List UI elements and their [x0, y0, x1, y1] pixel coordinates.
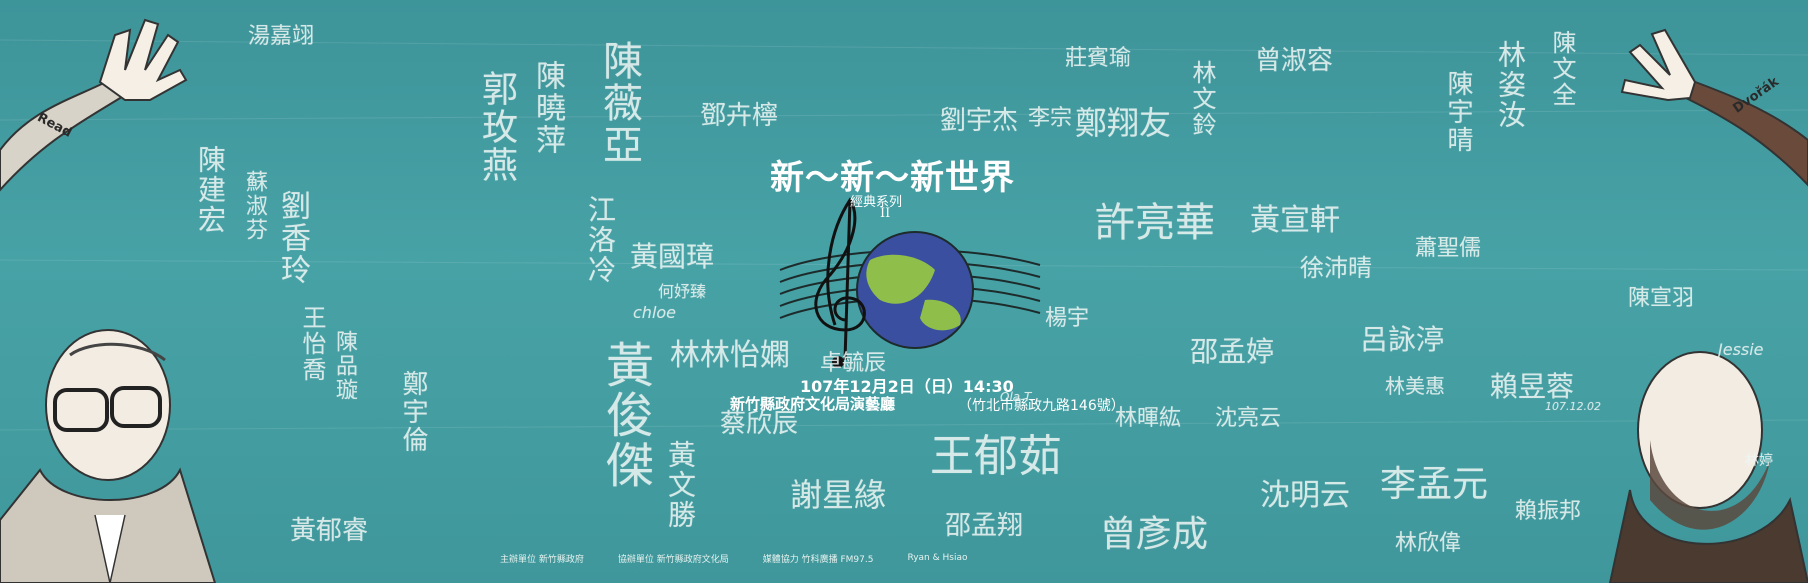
signature: 鄭宇倫 — [398, 370, 428, 454]
signature: 李孟元 — [1380, 464, 1489, 505]
signature: 許亮華 — [1095, 200, 1215, 246]
signature: 林美惠 — [1385, 374, 1445, 398]
signature: 呂詠渟 — [1360, 323, 1445, 356]
signature: 蔡欣辰 — [720, 409, 799, 439]
signature: 黃俊傑 — [597, 340, 653, 490]
concert-address: （竹北市縣政九路146號） — [958, 398, 1125, 414]
signature: 陳建宏 — [194, 145, 227, 235]
signature: 謝星緣 — [790, 476, 887, 514]
footer-credit: 主辦單位 新竹縣政府 — [500, 554, 584, 565]
footer-credit: 媒體協力 竹科廣播 FM97.5 — [762, 554, 874, 565]
signature: 林姿汝 — [1494, 40, 1527, 130]
concert-venue: 新竹縣政府文化局演藝廳 — [730, 395, 896, 413]
footer-credit: 協辦單位 新竹縣政府文化局 — [617, 554, 729, 565]
signature: 林林怡嫻 — [670, 338, 790, 373]
signature: 王怡喬 — [298, 305, 326, 383]
signature: 黃國璋 — [630, 240, 715, 273]
signature: 陳薇亞 — [596, 40, 642, 166]
signature: 107.12.02 — [1545, 400, 1601, 413]
signature: 劉宇杰 — [940, 106, 1019, 136]
signature: 郭玫燕 — [476, 70, 517, 184]
signature: 鄭翔友 — [1075, 104, 1172, 142]
signature: 莊賓瑜 — [1065, 46, 1132, 71]
right-conductor-illustration — [1608, 28, 1808, 583]
signature: 沈明云 — [1260, 478, 1350, 513]
signature: 蘇淑芬 — [242, 170, 267, 242]
signature: 黃宣軒 — [1250, 203, 1340, 238]
signature: 曾淑容 — [1255, 46, 1334, 76]
signature: 賴振邦 — [1515, 499, 1582, 524]
signature: 陳文全 — [1548, 30, 1576, 108]
signature: 曾彥成 — [1100, 514, 1209, 555]
globe-clef-logo — [779, 197, 1041, 368]
signature: 邵孟翔 — [945, 511, 1024, 541]
signature: 劉香玲 — [275, 190, 310, 286]
signature: 邵孟婷 — [1190, 335, 1275, 368]
signature: 李宗 — [1028, 106, 1073, 131]
signature: 林文鈴 — [1188, 60, 1216, 138]
signature: 陳曉萍 — [530, 60, 565, 156]
concert-series: 經典系列 — [850, 195, 903, 210]
concert-title: 新～新～新世界 — [770, 158, 1015, 198]
signature: 林欣偉 — [1395, 531, 1462, 556]
signature: 賴昱蓉 — [1490, 370, 1575, 403]
signature: 黃文勝 — [664, 440, 697, 530]
signature: Ola T. — [1000, 390, 1034, 404]
signature: 陳品璇 — [332, 330, 357, 402]
signature: 陳宣羽 — [1628, 286, 1695, 311]
signature: 王郁茹 — [930, 431, 1062, 482]
signature: Jessie — [1718, 340, 1764, 359]
concert-date-time: 107年12月2日（日）14:30 — [800, 377, 1014, 396]
signature: 陳宇晴 — [1443, 70, 1473, 154]
left-conductor-illustration — [0, 18, 217, 583]
signature: 徐沛晴 — [1300, 254, 1372, 282]
signature: 林婷 — [1745, 453, 1773, 469]
signature: 林暉紘 — [1115, 406, 1182, 431]
signature: chloe — [633, 303, 677, 322]
concert-series-number: II — [880, 206, 891, 221]
signature: 卓毓辰 — [820, 351, 887, 376]
signature: 湯嘉翊 — [248, 24, 315, 49]
signature: 何妤臻 — [658, 282, 707, 301]
signature: 沈亮云 — [1215, 406, 1282, 431]
signature: 鄧卉檸 — [700, 101, 779, 131]
signature: 江洛冷 — [584, 195, 617, 285]
footer-credit: Ryan & Hsiao — [907, 553, 968, 563]
signature: 蕭聖儒 — [1415, 236, 1482, 261]
poster-footer-credits: 主辦單位 新竹縣政府 協辦單位 新竹縣政府文化局 媒體協力 竹科廣播 FM97.… — [500, 548, 1600, 568]
signature: 黃郁睿 — [290, 516, 369, 546]
signature: 楊宇 — [1045, 306, 1090, 331]
